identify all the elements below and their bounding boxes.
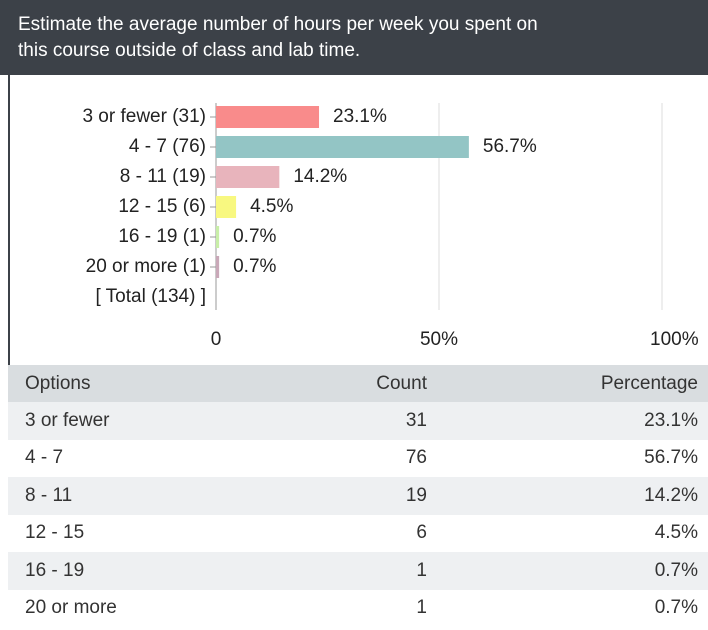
table-row: 8 - 11 19 14.2%	[8, 477, 708, 515]
table-cell: 0.7%	[436, 552, 708, 590]
table-cell: 31	[267, 402, 437, 440]
table-cell: 4.5%	[654, 522, 698, 544]
bar	[216, 166, 280, 188]
table-row: 3 or fewer 31 23.1%	[8, 402, 708, 440]
header-row: Options Count Percentage	[8, 365, 708, 402]
category-label: 8 - 11 (19)	[120, 166, 206, 187]
value-label: 0.7%	[233, 256, 276, 277]
table-row: 12 - 15 6 4.5%	[8, 515, 708, 553]
header: Estimate the average number of hours per…	[0, 0, 708, 75]
table-cell: 1	[416, 597, 427, 619]
table-cell: 6	[416, 522, 427, 544]
category-label: 4 - 7 (76)	[129, 136, 206, 157]
category-label: 20 or more (1)	[86, 256, 206, 277]
table-cell: 16 - 19	[8, 552, 268, 590]
table-cell: 19	[267, 477, 437, 515]
total-label: [ Total (134) ]	[95, 286, 206, 307]
table: Options Count Percentage 3 or fewer 31 23.…	[8, 365, 708, 627]
title-line: this course outside of class and lab tim…	[18, 40, 361, 61]
bar	[216, 136, 469, 158]
table-cell: 56.7%	[644, 447, 698, 469]
value-label: 4.5%	[250, 196, 293, 217]
category-label: 16 - 19 (1)	[118, 226, 206, 247]
table-cell: 23.1%	[436, 402, 708, 440]
bar	[216, 226, 220, 248]
column-header: Options	[8, 365, 268, 402]
table-cell: 4 - 7	[25, 447, 64, 469]
category-label: 3 or fewer (31)	[82, 106, 206, 127]
title-line: Estimate the average number of hours per…	[18, 14, 538, 35]
value-label: 56.7%	[483, 136, 537, 157]
value-label: 14.2%	[293, 166, 347, 187]
bar	[216, 106, 320, 128]
table-row: 16 - 19 1 0.7%	[8, 552, 708, 590]
bar	[216, 256, 220, 278]
table-cell: 12 - 15	[25, 522, 85, 544]
table-cell: 1	[267, 552, 437, 590]
column-header: Percentage	[436, 365, 708, 402]
value-label: 0.7%	[233, 226, 276, 247]
table-cell: 14.2%	[436, 477, 708, 515]
table-cell: 3 or fewer	[8, 402, 268, 440]
table-row: 4 - 7 76 56.7%	[8, 440, 708, 478]
table-row: 20 or more 1 0.7%	[8, 590, 708, 628]
chart: 0 50% 100% 3 or fewer (31) 23.1% 4 - 7 (76) 56…	[8, 75, 699, 365]
table-cell: 76	[405, 447, 427, 469]
bar	[216, 196, 237, 218]
x-tick-label: 0	[211, 329, 222, 350]
table-cell: 8 - 11	[8, 477, 268, 515]
x-tick-label: 100%	[650, 329, 699, 350]
table-cell: 0.7%	[654, 597, 698, 619]
category-label: 12 - 15 (6)	[118, 196, 206, 217]
column-header: Count	[267, 365, 437, 402]
value-label: 23.1%	[333, 106, 387, 127]
x-tick-label: 50%	[420, 329, 458, 350]
table-cell: 20 or more	[25, 597, 117, 619]
